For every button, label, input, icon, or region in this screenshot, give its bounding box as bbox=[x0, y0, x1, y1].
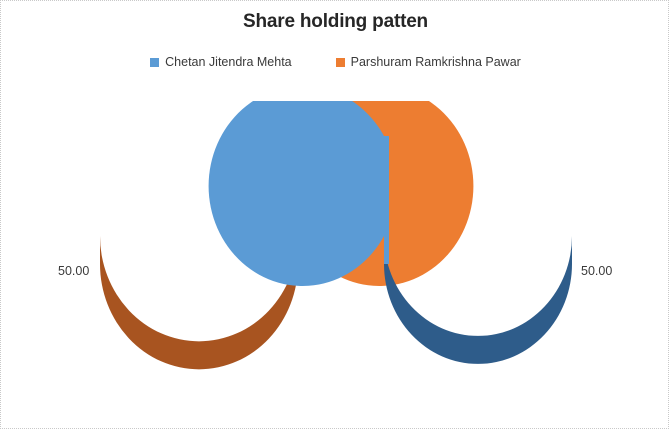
data-label-left-slice: 50.00 bbox=[58, 264, 90, 278]
pie-chart-plot-area: 50.00 50.00 bbox=[1, 101, 668, 391]
legend-item-label: Chetan Jitendra Mehta bbox=[165, 55, 292, 69]
data-label-right-slice: 50.00 bbox=[581, 264, 613, 278]
chart-legend: Chetan Jitendra Mehta Parshuram Ramkrish… bbox=[1, 55, 668, 69]
pie-slice-chetan-jitendra-mehta[interactable] bbox=[208, 101, 572, 364]
legend-swatch-icon bbox=[150, 57, 160, 67]
legend-item-parshuram-ramkrishna-pawar[interactable]: Parshuram Ramkrishna Pawar bbox=[335, 55, 521, 69]
legend-item-label: Parshuram Ramkrishna Pawar bbox=[350, 55, 521, 69]
legend-item-chetan-jitendra-mehta[interactable]: Chetan Jitendra Mehta bbox=[150, 55, 292, 69]
pie-slice-side-orange bbox=[100, 236, 298, 370]
legend-swatch-icon bbox=[335, 57, 345, 67]
chart-title: Share holding patten bbox=[243, 11, 428, 32]
pie-slice-face-blue bbox=[208, 101, 384, 286]
pie-slice-side-blue bbox=[384, 236, 572, 364]
pie-chart-graphic bbox=[100, 101, 572, 370]
pie-slice-chord-blue bbox=[384, 136, 389, 264]
